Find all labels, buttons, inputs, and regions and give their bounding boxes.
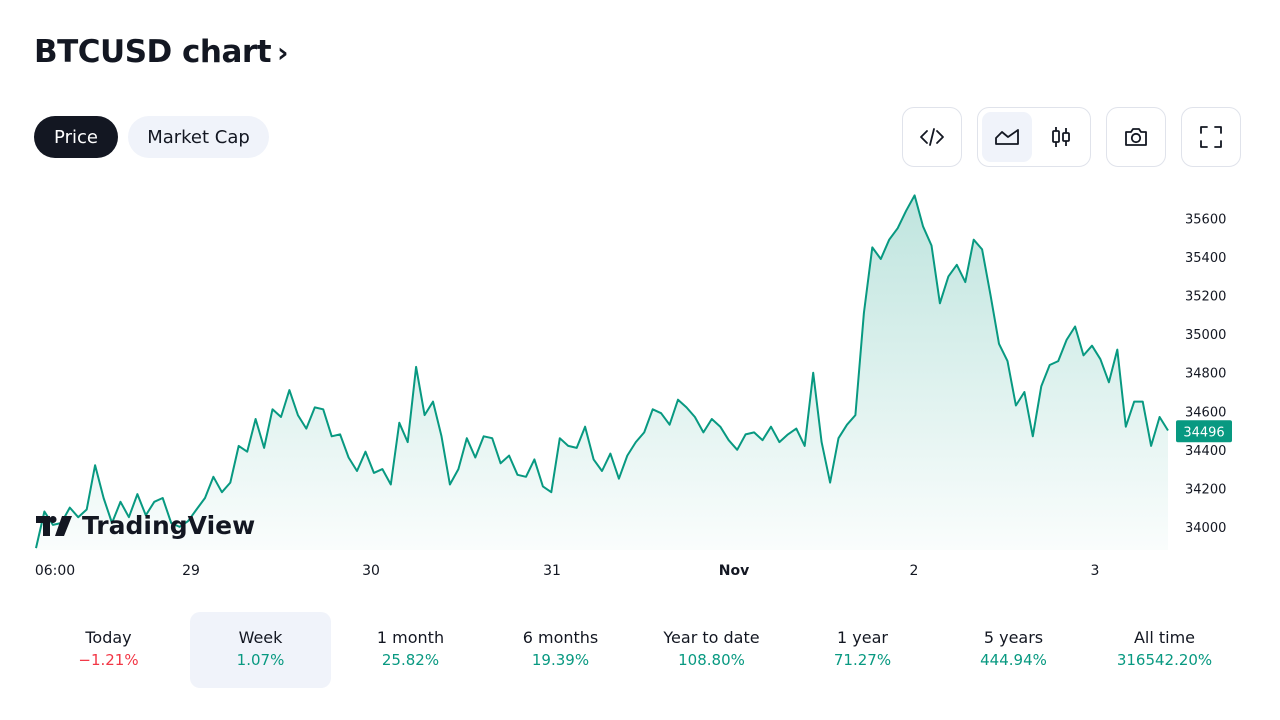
x-tick-label: 2 bbox=[910, 563, 919, 579]
period-tab[interactable]: 6 months 19.39% bbox=[490, 612, 631, 688]
period-tab-label: 1 year bbox=[837, 628, 888, 647]
period-tab-label: 5 years bbox=[983, 628, 1044, 647]
period-tab[interactable]: Today −1.21% bbox=[38, 612, 179, 688]
area-chart-icon bbox=[995, 129, 1019, 145]
y-tick-label: 34600 bbox=[1185, 405, 1226, 420]
y-tick-label: 35400 bbox=[1185, 251, 1226, 266]
fullscreen-icon bbox=[1200, 126, 1222, 148]
period-tab-change: 71.27% bbox=[833, 651, 892, 669]
period-tab-label: Week bbox=[238, 628, 283, 647]
period-tab[interactable]: All time 316542.20% bbox=[1094, 612, 1235, 688]
snapshot-button[interactable] bbox=[1106, 107, 1166, 167]
period-tab[interactable]: Week 1.07% bbox=[190, 612, 331, 688]
period-tab-label: Year to date bbox=[663, 628, 760, 647]
code-icon bbox=[920, 128, 944, 146]
period-tab[interactable]: 1 year 71.27% bbox=[792, 612, 933, 688]
price-toggle-button[interactable]: Price bbox=[34, 116, 118, 158]
x-tick-label: 06:00 bbox=[35, 563, 75, 579]
last-price-value: 34496 bbox=[1183, 425, 1224, 440]
x-tick-label: 3 bbox=[1091, 563, 1100, 579]
period-tab-label: 1 month bbox=[376, 628, 445, 647]
tradingview-logo-text: TradingView bbox=[82, 511, 255, 540]
y-tick-label: 35000 bbox=[1185, 328, 1226, 343]
period-tab-change: 108.80% bbox=[678, 651, 745, 669]
price-chart[interactable]: 35600 35400 35200 35000 34800 34600 34400 34200… bbox=[0, 180, 1280, 590]
y-tick-label: 35600 bbox=[1185, 213, 1226, 228]
y-tick-label: 34400 bbox=[1185, 444, 1226, 459]
page-title[interactable]: BTCUSD chart › bbox=[34, 34, 289, 70]
period-tab-change: 1.07% bbox=[236, 651, 285, 669]
last-price-badge bbox=[1176, 420, 1232, 443]
period-tab-change: 444.94% bbox=[980, 651, 1047, 669]
x-tick-label: 29 bbox=[182, 563, 200, 579]
x-tick-label: 30 bbox=[362, 563, 380, 579]
x-tick-label: 31 bbox=[543, 563, 561, 579]
y-tick-label: 34800 bbox=[1185, 367, 1226, 382]
area-style-button[interactable] bbox=[982, 112, 1032, 162]
market-cap-toggle-button[interactable]: Market Cap bbox=[128, 116, 269, 158]
period-tab[interactable]: 5 years 444.94% bbox=[943, 612, 1084, 688]
price-area-fill bbox=[36, 195, 1168, 550]
period-tab-label: 6 months bbox=[522, 628, 599, 647]
candles-style-button[interactable] bbox=[1036, 112, 1086, 162]
period-tab[interactable]: 1 month 25.82% bbox=[340, 612, 481, 688]
chevron-right-icon: › bbox=[277, 35, 289, 69]
period-tab-change: 316542.20% bbox=[1116, 651, 1213, 669]
x-tick-label: Nov bbox=[719, 563, 749, 579]
page-title-text: BTCUSD chart bbox=[34, 34, 272, 70]
period-tab[interactable]: Year to date 108.80% bbox=[641, 612, 782, 688]
tradingview-logo-mark bbox=[36, 516, 72, 536]
price-line bbox=[35, 194, 1169, 549]
period-tab-change: −1.21% bbox=[78, 651, 139, 669]
y-tick-label: 34200 bbox=[1185, 482, 1226, 497]
tradingview-logo[interactable]: TradingView bbox=[36, 511, 255, 540]
last-price-label: 34496 bbox=[1176, 420, 1232, 443]
period-tab-label: All time bbox=[1133, 628, 1196, 647]
y-tick-label: 35200 bbox=[1185, 290, 1226, 305]
camera-icon bbox=[1125, 128, 1147, 146]
period-tab-change: 25.82% bbox=[381, 651, 440, 669]
y-tick-label: 34000 bbox=[1185, 521, 1226, 536]
period-tab-label: Today bbox=[85, 628, 132, 647]
embed-button[interactable] bbox=[902, 107, 962, 167]
period-tab-change: 19.39% bbox=[531, 651, 590, 669]
fullscreen-button[interactable] bbox=[1181, 107, 1241, 167]
candlestick-icon bbox=[1052, 127, 1070, 147]
chart-style-group bbox=[977, 107, 1091, 167]
